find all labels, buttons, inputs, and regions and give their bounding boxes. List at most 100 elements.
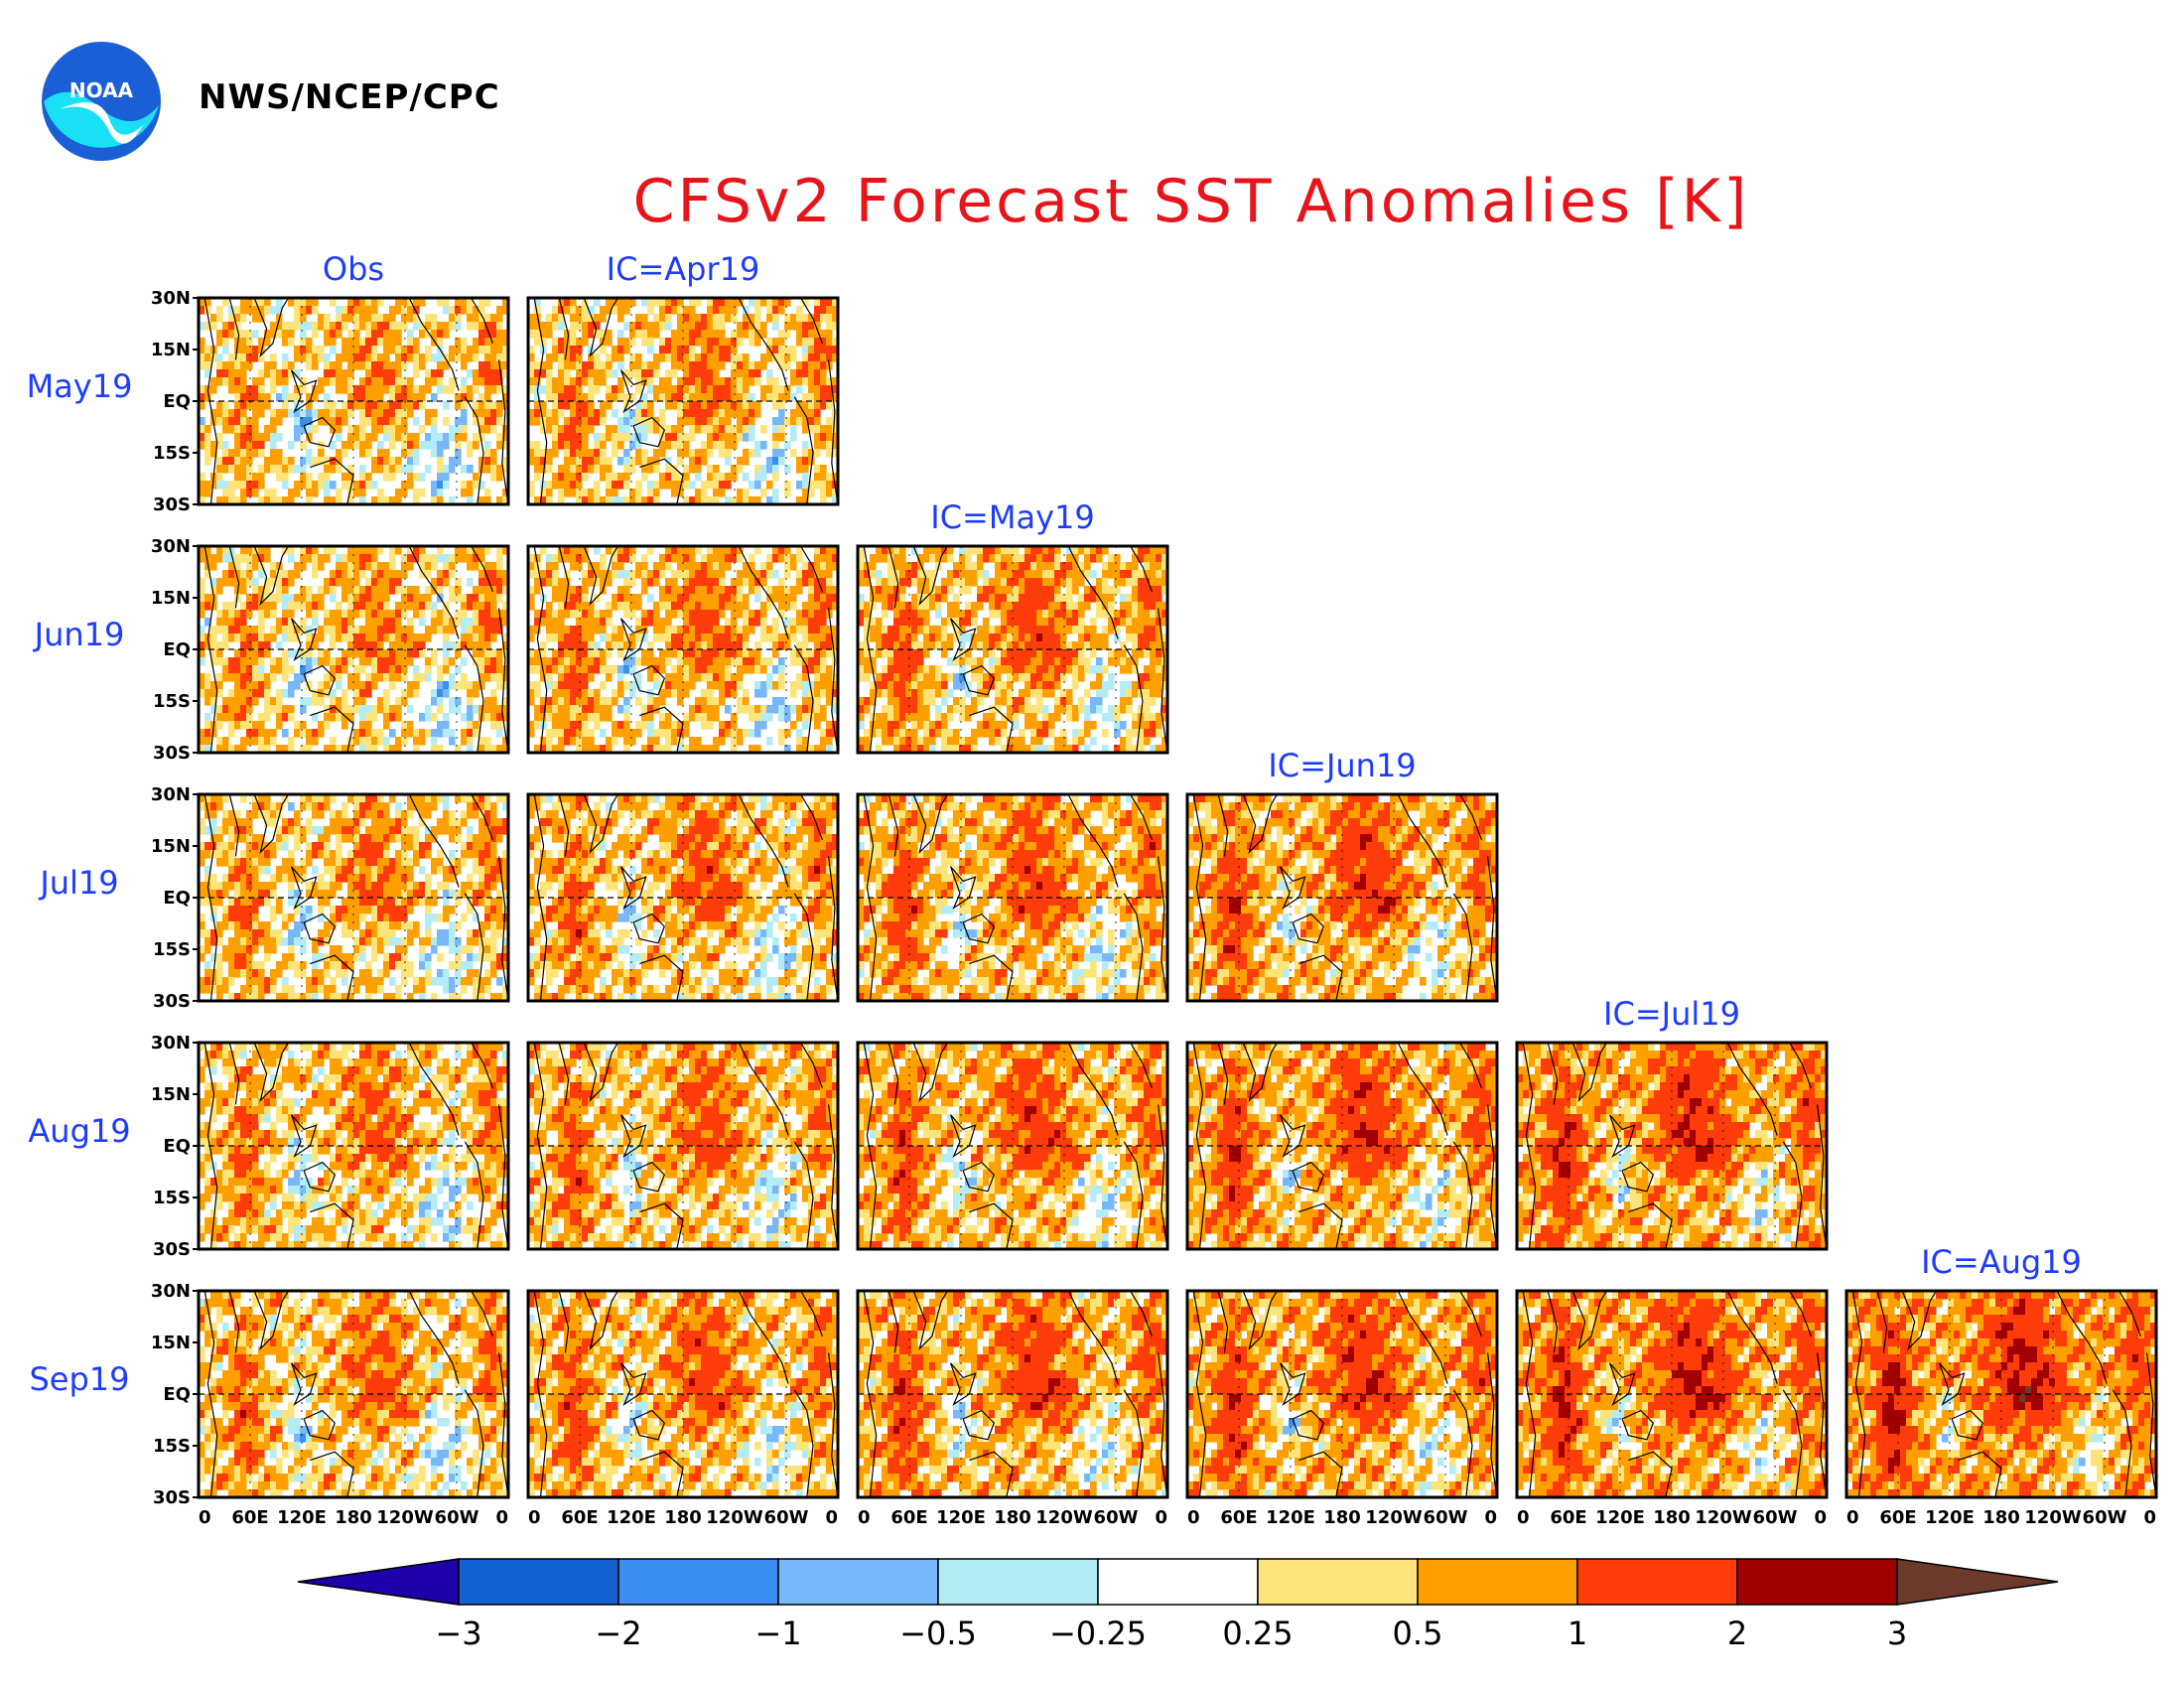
heat-cell: [1156, 689, 1162, 698]
heat-cell: [832, 705, 839, 714]
heat-cell: [893, 665, 900, 674]
heat-cell: [330, 705, 337, 714]
heat-cell: [576, 385, 583, 394]
heat-cell: [689, 385, 696, 394]
heat-cell: [671, 578, 678, 587]
heat-cell: [743, 729, 750, 738]
heat-cell: [318, 562, 325, 571]
heat-cell: [347, 496, 354, 505]
heat-cell: [534, 298, 541, 307]
heat-cell: [582, 473, 589, 482]
heat-cell: [677, 306, 684, 315]
heat-cell: [228, 425, 235, 434]
heat-cell: [300, 457, 307, 466]
heat-cell: [240, 546, 247, 555]
heat-cell: [959, 554, 966, 563]
heat-cell: [737, 633, 744, 642]
heat-cell: [496, 665, 503, 674]
heat-cell: [300, 626, 307, 634]
heat-cell: [552, 594, 559, 603]
heat-cell: [689, 681, 696, 690]
heat-cell: [564, 425, 571, 434]
heat-cell: [832, 377, 839, 386]
heat-cell: [606, 385, 613, 394]
heat-cell: [870, 554, 877, 563]
heat-cell: [383, 697, 390, 706]
heat-cell: [582, 554, 589, 563]
heat-cell: [617, 649, 624, 658]
heat-cell: [983, 729, 990, 738]
heat-cell: [737, 705, 744, 714]
heat-cell: [983, 633, 990, 642]
heat-cell: [282, 649, 289, 658]
heat-cell: [790, 554, 797, 563]
heat-cell: [473, 409, 479, 418]
heat-cell: [594, 745, 601, 754]
heat-cell: [205, 681, 211, 690]
heat-cell: [371, 649, 378, 658]
heat-cell: [478, 673, 485, 682]
heat-cell: [772, 586, 779, 595]
heat-cell: [461, 489, 468, 497]
heat-cell: [246, 594, 253, 603]
heat-cell: [264, 369, 271, 378]
heat-cell: [336, 665, 342, 674]
heat-cell: [228, 353, 235, 362]
heat-cell: [576, 610, 583, 619]
heat-cell: [1144, 594, 1151, 603]
heat-cell: [858, 665, 865, 674]
heat-cell: [754, 586, 761, 595]
heat-cell: [683, 602, 690, 611]
heat-cell: [1132, 570, 1139, 579]
heat-cell: [683, 610, 690, 619]
heat-cell: [719, 649, 726, 658]
heat-cell: [228, 417, 235, 426]
heat-cell: [876, 721, 883, 730]
heat-cell: [683, 649, 690, 658]
heat-cell: [582, 465, 589, 474]
heat-cell: [371, 713, 378, 722]
heat-cell: [713, 570, 720, 579]
heat-cell: [1126, 626, 1133, 634]
heat-cell: [802, 562, 809, 571]
heat-cell: [929, 641, 936, 650]
heat-cell: [677, 697, 684, 706]
heat-cell: [258, 713, 265, 722]
heat-cell: [647, 496, 654, 505]
heat-cell: [665, 721, 672, 730]
heat-cell: [496, 578, 503, 587]
heat-cell: [749, 705, 755, 714]
heat-cell: [820, 330, 827, 339]
heat-cell: [528, 353, 535, 362]
heat-cell: [455, 393, 462, 402]
heat-cell: [671, 298, 678, 307]
heat-cell: [671, 689, 678, 698]
heat-cell: [617, 377, 624, 386]
heat-cell: [258, 626, 265, 634]
heat-cell: [790, 689, 797, 698]
heat-cell: [552, 705, 559, 714]
heat-cell: [971, 729, 978, 738]
heat-cell: [1048, 729, 1055, 738]
heat-cell: [1150, 697, 1157, 706]
heat-cell: [778, 673, 785, 682]
heat-cell: [905, 681, 912, 690]
heat-cell: [216, 641, 223, 650]
heat-cell: [629, 393, 636, 402]
heat-cell: [534, 409, 541, 418]
heat-cell: [582, 322, 589, 331]
heat-cell: [647, 457, 654, 466]
heat-cell: [199, 425, 205, 434]
heat-cell: [461, 633, 468, 642]
heat-cell: [1078, 618, 1085, 627]
heat-cell: [371, 729, 378, 738]
heat-cell: [336, 314, 342, 323]
heat-cell: [766, 314, 773, 323]
heat-cell: [665, 737, 672, 746]
heat-cell: [389, 618, 396, 627]
heat-cell: [623, 657, 630, 666]
heat-cell: [1144, 610, 1151, 619]
heat-cell: [1001, 665, 1008, 674]
heat-cell: [1120, 578, 1127, 587]
heat-cell: [713, 673, 720, 682]
